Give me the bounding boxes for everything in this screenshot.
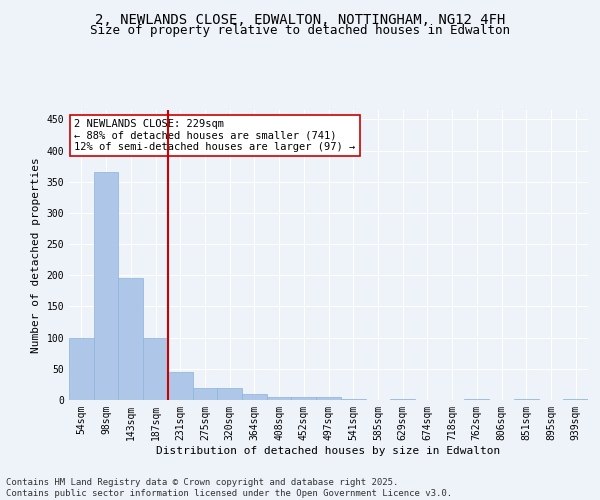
Bar <box>242 394 267 400</box>
Text: 2 NEWLANDS CLOSE: 229sqm
← 88% of detached houses are smaller (741)
12% of semi-: 2 NEWLANDS CLOSE: 229sqm ← 88% of detach… <box>74 118 355 152</box>
Bar <box>292 397 316 400</box>
Bar <box>118 278 143 400</box>
Bar <box>267 397 292 400</box>
Bar <box>390 399 415 400</box>
Bar <box>94 172 118 400</box>
Text: 2, NEWLANDS CLOSE, EDWALTON, NOTTINGHAM, NG12 4FH: 2, NEWLANDS CLOSE, EDWALTON, NOTTINGHAM,… <box>95 12 505 26</box>
Bar <box>464 399 489 400</box>
Y-axis label: Number of detached properties: Number of detached properties <box>31 157 41 353</box>
Text: Size of property relative to detached houses in Edwalton: Size of property relative to detached ho… <box>90 24 510 37</box>
Bar <box>143 338 168 400</box>
Bar <box>69 338 94 400</box>
Bar <box>217 388 242 400</box>
X-axis label: Distribution of detached houses by size in Edwalton: Distribution of detached houses by size … <box>157 446 500 456</box>
Bar <box>193 388 217 400</box>
Bar <box>168 372 193 400</box>
Text: Contains HM Land Registry data © Crown copyright and database right 2025.
Contai: Contains HM Land Registry data © Crown c… <box>6 478 452 498</box>
Bar <box>514 399 539 400</box>
Bar <box>563 399 588 400</box>
Bar <box>316 397 341 400</box>
Bar <box>341 399 365 400</box>
